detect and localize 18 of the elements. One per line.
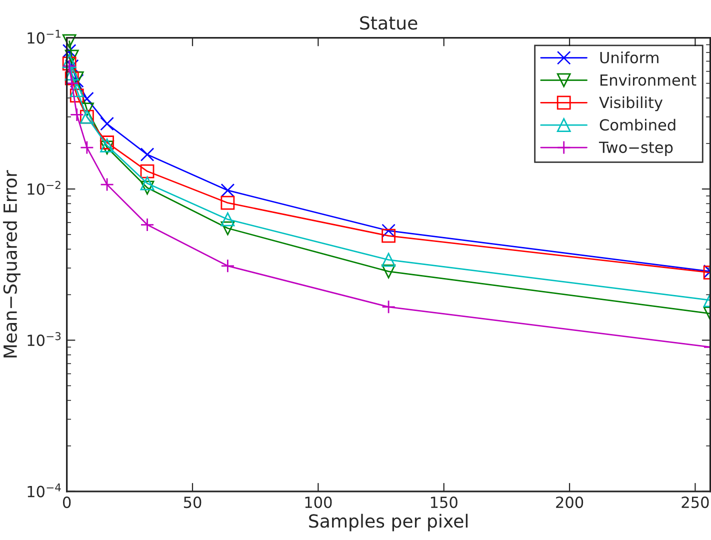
y-axis-title: Mean−Squared Error [3, 170, 21, 358]
legend-label: Environment [600, 74, 696, 86]
legend-label: Uniform [600, 52, 658, 64]
x-tick-label: 250 [682, 496, 709, 508]
x-tick-label: 200 [556, 496, 584, 508]
y-tick-label: 10$^{−3}$ [28, 332, 61, 346]
legend-label: Two−step [598, 142, 673, 156]
y-tick-label: 10$^{−1}$ [28, 30, 60, 44]
x-axis-title: Samples per pixel [309, 514, 468, 532]
y-tick-label: 10$^{−4}$ [28, 483, 61, 498]
legend-label: Combined [600, 118, 676, 131]
chart-title: Statue [360, 16, 418, 30]
legend-label: Visibility [599, 96, 663, 112]
x-tick-label: 0 [62, 496, 71, 508]
x-tick-label: 100 [305, 496, 332, 508]
x-tick-label: 50 [184, 496, 202, 508]
y-tick-label: 10$^{−2}$ [28, 180, 60, 195]
x-tick-label: 150 [430, 496, 458, 508]
